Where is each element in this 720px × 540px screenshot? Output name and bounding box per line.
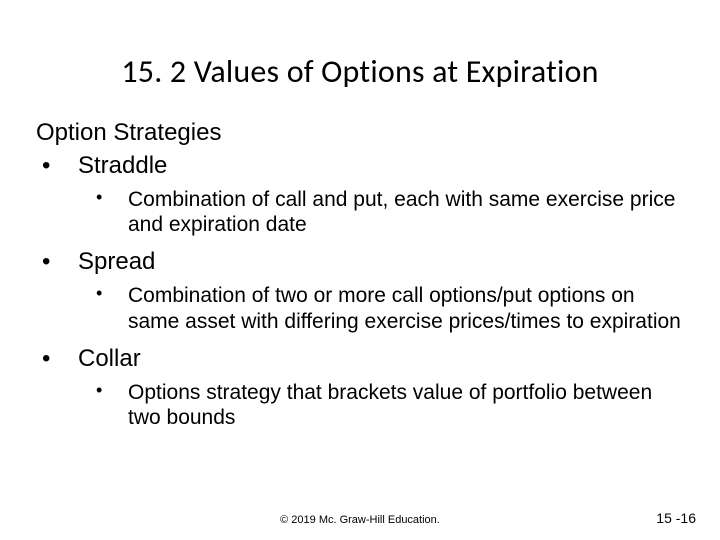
sub-bullet-list: Combination of two or more call options/… <box>78 283 684 333</box>
sub-list-item: Combination of two or more call options/… <box>78 283 684 333</box>
section-label: Option Strategies <box>36 119 684 147</box>
slide-title: 15. 2 Values of Options at Expiration <box>36 52 684 91</box>
list-item: Straddle Combination of call and put, ea… <box>36 151 684 237</box>
sub-list-item-text: Combination of call and put, each with s… <box>128 188 675 236</box>
footer-copyright: © 2019 Mc. Graw-Hill Education. <box>0 514 720 526</box>
list-item: Collar Options strategy that brackets va… <box>36 344 684 430</box>
slide: 15. 2 Values of Options at Expiration Op… <box>0 0 720 540</box>
sub-bullet-list: Options strategy that brackets value of … <box>78 380 684 430</box>
list-item-label: Collar <box>78 345 141 372</box>
sub-list-item-text: Combination of two or more call options/… <box>128 284 681 332</box>
sub-list-item: Combination of call and put, each with s… <box>78 187 684 237</box>
list-item: Spread Combination of two or more call o… <box>36 247 684 333</box>
list-item-label: Spread <box>78 248 155 275</box>
footer-page-number: 15 -16 <box>656 510 696 526</box>
sub-list-item-text: Options strategy that brackets value of … <box>128 381 652 429</box>
list-item-label: Straddle <box>78 152 167 179</box>
sub-list-item: Options strategy that brackets value of … <box>78 380 684 430</box>
sub-bullet-list: Combination of call and put, each with s… <box>78 187 684 237</box>
bullet-list: Straddle Combination of call and put, ea… <box>36 151 684 430</box>
